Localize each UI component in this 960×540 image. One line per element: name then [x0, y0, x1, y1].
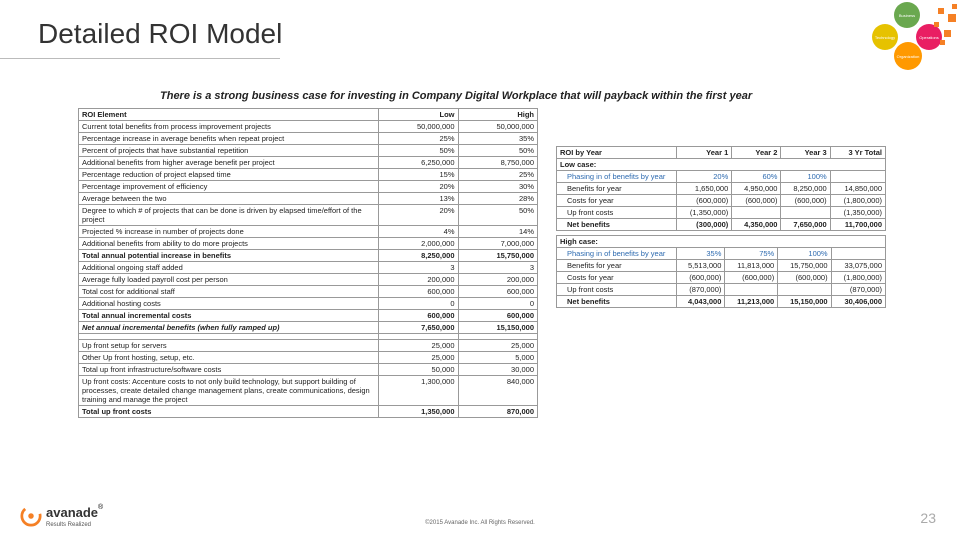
- title-underline: [0, 58, 280, 59]
- table-row: Up front setup for servers25,00025,000: [79, 340, 538, 352]
- brand-name: avanade: [46, 505, 98, 520]
- table-row: Current total benefits from process impr…: [79, 121, 538, 133]
- table-row: Phasing in of benefits by year35%75%100%: [557, 248, 886, 260]
- deco-circle: Operations: [916, 24, 942, 50]
- col-header: ROI Element: [79, 109, 379, 121]
- table-row: Percentage reduction of project elapsed …: [79, 169, 538, 181]
- table-row: Total annual potential increase in benef…: [79, 250, 538, 262]
- table-row: Net benefits(300,000)4,350,0007,650,0001…: [557, 219, 886, 231]
- col-header: Low: [379, 109, 459, 121]
- table-row: Costs for year(600,000)(600,000)(600,000…: [557, 195, 886, 207]
- page-title: Detailed ROI Model: [38, 18, 282, 50]
- case-title-row: High case:: [557, 236, 886, 248]
- table-row: Up front costs(870,000)(870,000): [557, 284, 886, 296]
- table-row: Total annual incremental costs600,000600…: [79, 310, 538, 322]
- table-row: Benefits for year5,513,00011,813,00015,7…: [557, 260, 886, 272]
- table-row: Additional benefits from higher average …: [79, 157, 538, 169]
- table-row: Average between the two13%28%: [79, 193, 538, 205]
- col-header: Year 3: [781, 147, 830, 159]
- table-row: Degree to which # of projects that can b…: [79, 205, 538, 226]
- col-header: High: [458, 109, 538, 121]
- table-row: Additional hosting costs00: [79, 298, 538, 310]
- case-title-row: Low case:: [557, 159, 886, 171]
- col-header: Year 2: [732, 147, 781, 159]
- subtitle: There is a strong business case for inve…: [160, 90, 752, 102]
- col-header: 3 Yr Total: [830, 147, 885, 159]
- deco-square: [940, 40, 945, 45]
- table-row: Net benefits4,043,00011,213,00015,150,00…: [557, 296, 886, 308]
- roi-element-table: ROI ElementLowHighCurrent total benefits…: [78, 108, 538, 418]
- col-header: Year 1: [677, 147, 732, 159]
- deco-circle: Business: [894, 2, 920, 28]
- col-header: ROI by Year: [557, 147, 677, 159]
- avanade-logo-icon: [20, 505, 42, 527]
- roi-by-year-low-table: ROI by YearYear 1Year 2Year 33 Yr TotalL…: [556, 146, 886, 231]
- table-row: Costs for year(600,000)(600,000)(600,000…: [557, 272, 886, 284]
- table-row: Up front costs: Accenture costs to not o…: [79, 376, 538, 406]
- slide: Detailed ROI Model BusinessTechnology Ope…: [0, 0, 960, 540]
- deco-square: [938, 8, 944, 14]
- table-row: Projected % increase in number of projec…: [79, 226, 538, 238]
- deco-circle: Organization: [894, 42, 922, 70]
- brand-logo: avanade® Results Realized: [20, 504, 103, 528]
- table-row: Phasing in of benefits by year20%60%100%: [557, 171, 886, 183]
- table-row: Benefits for year1,650,0004,950,0008,250…: [557, 183, 886, 195]
- deco-circle: Technology: [872, 24, 898, 50]
- table-row: Total up front costs1,350,000870,000: [79, 406, 538, 418]
- deco-square: [952, 4, 957, 9]
- roi-by-year-high-table: High case:Phasing in of benefits by year…: [556, 235, 886, 308]
- page-number: 23: [920, 510, 936, 526]
- table-row: Up front costs(1,350,000)(1,350,000): [557, 207, 886, 219]
- reg-mark: ®: [98, 504, 103, 511]
- table-row: Additional ongoing staff added33: [79, 262, 538, 274]
- copyright: ©2015 Avanade Inc. All Rights Reserved.: [425, 520, 535, 526]
- table-row: Percent of projects that have substantia…: [79, 145, 538, 157]
- table-row: Additional benefits from ability to do m…: [79, 238, 538, 250]
- tables-area: ROI ElementLowHighCurrent total benefits…: [78, 108, 898, 418]
- table-row: Total cost for additional staff600,00060…: [79, 286, 538, 298]
- brand-tagline: Results Realized: [46, 522, 103, 528]
- corner-decoration: BusinessTechnology OperationsOrganization: [820, 0, 960, 80]
- deco-square: [934, 22, 939, 27]
- table-row: Other Up front hosting, setup, etc.25,00…: [79, 352, 538, 364]
- table-row: Net annual incremental benefits (when fu…: [79, 322, 538, 334]
- deco-square: [948, 14, 956, 22]
- table-row: Percentage improvement of efficiency20%3…: [79, 181, 538, 193]
- table-row: Percentage increase in average benefits …: [79, 133, 538, 145]
- deco-square: [944, 30, 951, 37]
- table-row: Average fully loaded payroll cost per pe…: [79, 274, 538, 286]
- table-row: Total up front infrastructure/software c…: [79, 364, 538, 376]
